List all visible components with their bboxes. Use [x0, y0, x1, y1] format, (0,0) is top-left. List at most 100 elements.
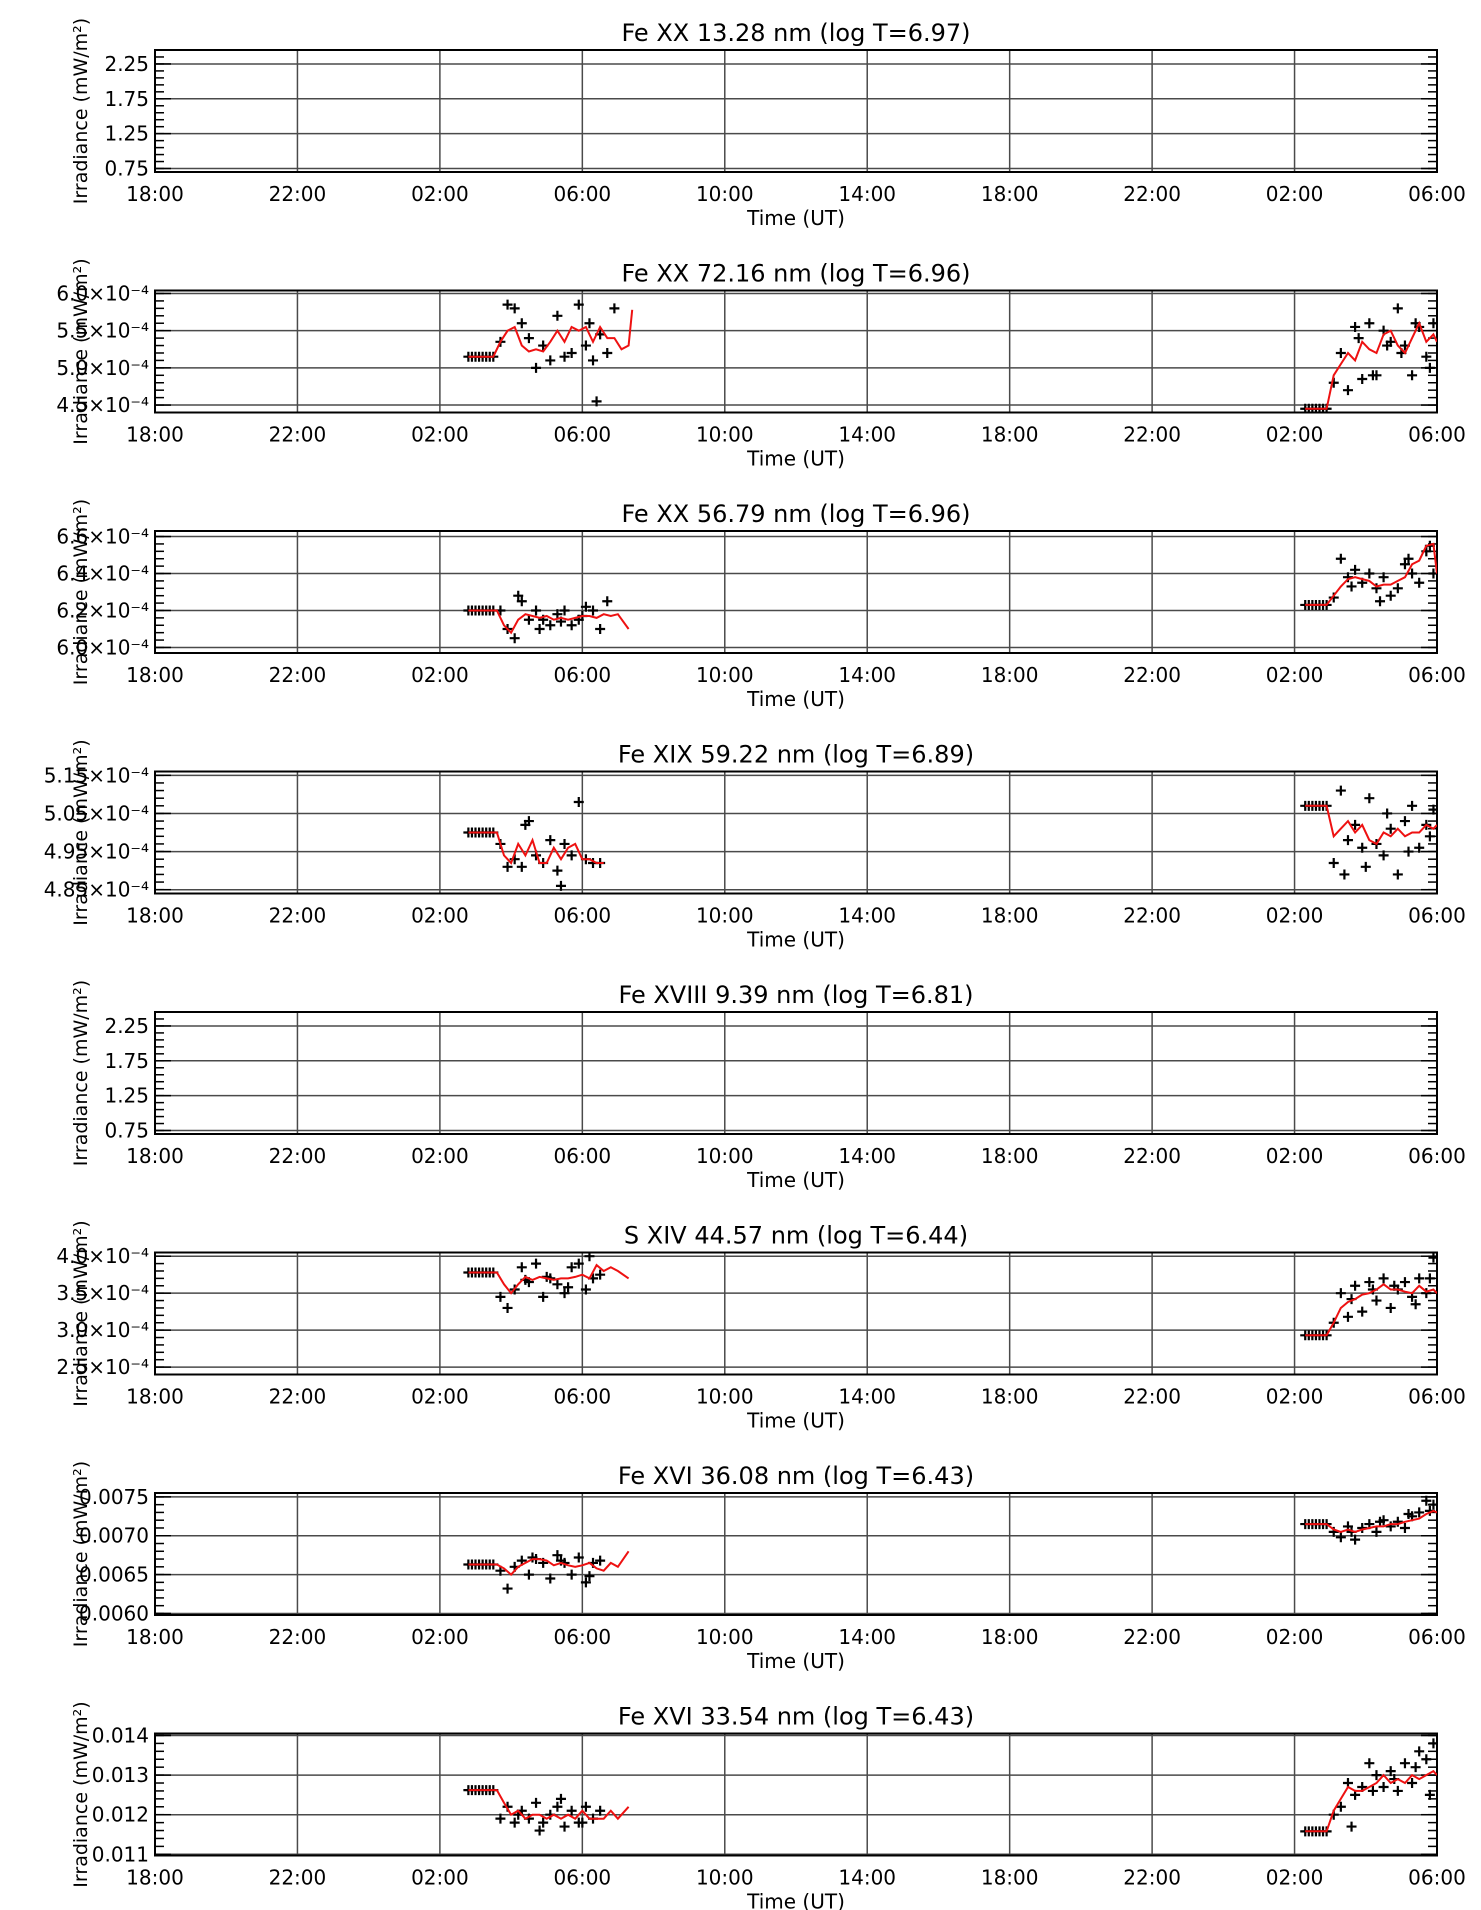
observed-point — [580, 1801, 591, 1812]
x-axis-label: Time (UT) — [746, 1409, 845, 1433]
x-tick-label: 18:00 — [981, 1144, 1039, 1168]
observed-point — [1346, 1821, 1357, 1832]
observed-point — [1421, 1288, 1432, 1299]
observed-point — [1403, 846, 1414, 857]
observed-point — [1382, 808, 1393, 819]
y-tick-label: 4.5×10⁻⁴ — [56, 393, 149, 417]
observed-point — [552, 1801, 563, 1812]
y-tick-label: 0.0070 — [79, 1524, 149, 1548]
x-tick-label: 06:00 — [554, 182, 612, 206]
observed-point — [1407, 370, 1418, 381]
x-tick-label: 14:00 — [838, 1144, 896, 1168]
plot-data — [463, 1252, 1437, 1341]
observed-point — [509, 633, 520, 644]
observed-point — [1399, 1522, 1410, 1533]
x-tick-label: 10:00 — [696, 182, 754, 206]
x-tick-label: 06:00 — [1408, 1625, 1466, 1649]
x-axis-label: Time (UT) — [746, 206, 845, 230]
x-tick-label: 18:00 — [981, 1385, 1039, 1409]
y-axis-label: Irradiance (mW/m²) — [70, 499, 92, 685]
observed-point — [527, 1552, 538, 1563]
observed-point — [555, 1793, 566, 1804]
plot-frame — [154, 1011, 1438, 1135]
x-tick-label: 18:00 — [126, 1144, 184, 1168]
y-tick-label: 3.0×10⁻⁴ — [56, 1318, 149, 1342]
x-tick-label: 06:00 — [554, 1385, 612, 1409]
observed-point — [584, 318, 595, 329]
plot-frame — [154, 289, 1438, 414]
observed-point — [1360, 861, 1371, 872]
x-tick-label: 02:00 — [411, 1144, 469, 1168]
observed-point — [602, 347, 613, 358]
x-tick-label: 06:00 — [1408, 1866, 1466, 1890]
plot-data — [463, 1738, 1437, 1837]
x-axis-label: Time (UT) — [746, 687, 845, 711]
observed-point — [1414, 1746, 1425, 1757]
observed-point — [1407, 568, 1418, 579]
y-tick-label: 6.2×10⁻⁴ — [56, 598, 149, 622]
observed-point — [1407, 800, 1418, 811]
x-tick-label: 02:00 — [1266, 904, 1324, 928]
observed-point — [1357, 842, 1368, 853]
x-tick-label: 18:00 — [126, 1625, 184, 1649]
observed-point — [1364, 1758, 1375, 1769]
y-axis-label: Irradiance (mW/m²) — [70, 739, 92, 925]
x-tick-label: 10:00 — [696, 423, 754, 447]
observed-point — [1410, 1299, 1421, 1310]
chart-panel-2: Fe XX 72.16 nm (log T=6.96) 4.5×10⁻⁴ 5.0×1… — [56, 258, 1465, 470]
observed-point — [1335, 785, 1346, 796]
observed-point — [1385, 1766, 1396, 1777]
x-tick-label: 22:00 — [1123, 1385, 1181, 1409]
x-tick-label: 14:00 — [838, 1625, 896, 1649]
observed-point — [1350, 1534, 1361, 1545]
model-line — [1305, 320, 1437, 410]
x-tick-label: 22:00 — [269, 1866, 327, 1890]
plot-frame — [154, 1492, 1438, 1616]
y-tick-label: 0.0065 — [79, 1563, 149, 1587]
observed-point — [545, 355, 556, 366]
observed-point — [1428, 1252, 1437, 1263]
observed-point — [1414, 1273, 1425, 1284]
x-tick-label: 06:00 — [554, 1866, 612, 1890]
model-line — [468, 1789, 630, 1821]
observed-point — [555, 880, 566, 891]
x-tick-label: 02:00 — [411, 1866, 469, 1890]
observed-point — [1392, 869, 1403, 880]
observed-point — [595, 1555, 606, 1566]
x-tick-label: 18:00 — [126, 423, 184, 447]
x-tick-label: 14:00 — [838, 663, 896, 687]
observed-point — [1421, 1754, 1432, 1765]
y-axis-label: Irradiance (mW/m²) — [70, 980, 92, 1166]
x-tick-label: 22:00 — [269, 1385, 327, 1409]
observed-point — [595, 623, 606, 634]
observed-point — [563, 1282, 574, 1293]
panel-title: Fe XVI 36.08 nm (log T=6.43) — [618, 1462, 974, 1490]
y-tick-label: 0.0075 — [79, 1485, 149, 1509]
x-tick-label: 18:00 — [981, 663, 1039, 687]
observed-point — [1392, 1516, 1403, 1527]
observed-point — [502, 299, 513, 310]
observed-point — [502, 1302, 513, 1313]
observed-point — [566, 1262, 577, 1273]
observed-point — [1378, 850, 1389, 861]
observed-point — [566, 1569, 577, 1580]
observed-point — [595, 1805, 606, 1816]
observed-point — [534, 623, 545, 634]
observed-point — [552, 310, 563, 321]
x-tick-label: 14:00 — [838, 1385, 896, 1409]
x-tick-label: 22:00 — [1123, 423, 1181, 447]
x-tick-label: 10:00 — [696, 1144, 754, 1168]
x-tick-label: 06:00 — [1408, 904, 1466, 928]
x-axis-label: Time (UT) — [746, 1168, 845, 1192]
observed-point — [531, 1797, 542, 1808]
observed-point — [516, 318, 527, 329]
x-tick-label: 22:00 — [1123, 1625, 1181, 1649]
x-tick-label: 14:00 — [838, 423, 896, 447]
y-tick-label: 1.25 — [104, 1084, 149, 1108]
observed-point — [1350, 564, 1361, 575]
observed-point — [545, 620, 556, 631]
observed-point — [584, 1252, 595, 1262]
y-tick-label: 2.5×10⁻⁴ — [56, 1355, 149, 1379]
observed-point — [1424, 1789, 1435, 1800]
observed-point — [1375, 1516, 1386, 1527]
